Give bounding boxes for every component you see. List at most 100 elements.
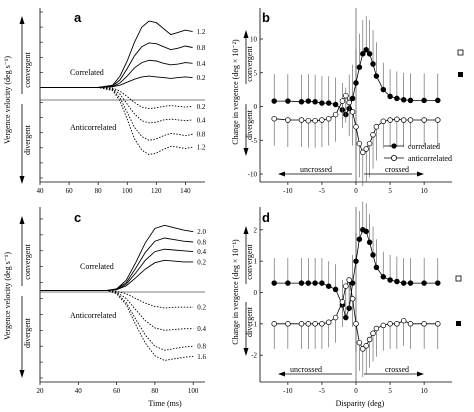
xtick-label-a-40: 40 — [37, 187, 45, 195]
data-point-b-anticorrelated-24 — [421, 117, 427, 123]
ytick-label-b--10: -10 — [248, 171, 258, 179]
data-point-b-correlated-20 — [387, 93, 393, 100]
data-point-d-correlated-5 — [319, 280, 325, 286]
arrowhead-down-c — [19, 370, 25, 378]
data-point-d-anticorrelated-12 — [353, 321, 359, 327]
series-line-a-dotted-0-4 — [40, 87, 193, 124]
ylabel-c: Vergence velocity (deg s⁻¹) — [3, 252, 12, 340]
dir-up-c: convergent — [23, 244, 32, 280]
series-label-c-dotted-0-8: 0.8 — [197, 343, 206, 351]
data-point-d-anticorrelated-13 — [356, 339, 363, 346]
data-point-d-correlated-2 — [298, 280, 305, 286]
arrowhead-uncrossed-d — [278, 371, 285, 377]
data-point-b-anticorrelated-0 — [271, 115, 277, 122]
data-point-d-correlated-17 — [370, 252, 376, 258]
arrowhead-crossed-b — [417, 171, 424, 177]
data-point-b-correlated-15 — [363, 47, 369, 53]
xtick-label-c-60: 60 — [113, 387, 121, 395]
data-point-b-anticorrelated-11 — [349, 109, 356, 115]
annotation-anticorrelated-a: Anticorrelated — [70, 123, 116, 132]
data-point-d-anticorrelated-8 — [339, 299, 346, 305]
panel-d: d Change in vergence (deg × 10⁻¹) conver… — [231, 201, 462, 408]
series-label-a-solid-1-2: 1.2 — [197, 28, 206, 36]
arrowhead-up-c — [19, 216, 25, 224]
data-point-d-anticorrelated-19 — [380, 322, 387, 329]
series-line-c-dotted-0-2 — [40, 290, 194, 309]
xtick-label-a-80: 80 — [95, 187, 103, 195]
xtick-label-b--10: -10 — [283, 187, 293, 195]
xtick-label-a-60: 60 — [66, 187, 74, 195]
yticks-d: 2 1 0 -1 -2 — [251, 226, 263, 360]
panel-letter-c: c — [74, 210, 81, 225]
data-point-b-anticorrelated-5 — [319, 117, 325, 123]
xtick-label-c-100: 100 — [188, 387, 199, 395]
data-point-d-correlated-3 — [305, 280, 312, 286]
data-point-d-anticorrelated-5 — [319, 321, 325, 327]
data-point-b-correlated-22 — [400, 97, 407, 103]
legend-label-anticorrelated: anticorrelated — [408, 154, 452, 163]
dir-up-b: convergent — [245, 46, 254, 82]
side-marker-open-b — [457, 49, 464, 56]
data-point-d-anticorrelated-23 — [407, 321, 414, 327]
yticks-b: 10 5 0 -5 -10 — [248, 36, 263, 179]
plot-points-d — [271, 201, 441, 382]
data-point-b-correlated-14 — [360, 51, 366, 57]
xticks-b: -10 -5 0 5 10 — [283, 182, 428, 195]
data-point-b-correlated-13 — [356, 64, 363, 71]
data-point-d-anticorrelated-2 — [298, 321, 305, 327]
side-marker-open-d — [455, 275, 462, 282]
data-point-b-anticorrelated-14 — [360, 149, 366, 156]
ylabel-d: Change in vergence (deg × 10⁻¹) — [231, 239, 240, 345]
series-line-c-dotted-1-6 — [40, 290, 194, 361]
yticks-c — [40, 218, 43, 379]
data-point-b-correlated-2 — [298, 99, 305, 105]
data-point-d-correlated-18 — [373, 264, 380, 271]
series-line-c-solid-2-0 — [40, 224, 194, 291]
xtick-label-c-20: 20 — [37, 387, 45, 395]
data-point-b-correlated-18 — [373, 73, 380, 79]
data-point-b-anticorrelated-23 — [407, 117, 414, 123]
data-point-b-anticorrelated-3 — [305, 117, 312, 124]
xtick-label-d-0: 0 — [354, 387, 358, 395]
xtick-label-d--10: -10 — [283, 387, 293, 395]
panel-letter-a: a — [74, 10, 82, 25]
panel-c: c Vergence velocity (deg s⁻¹) convergent… — [3, 207, 206, 408]
xtick-label-c-80: 80 — [151, 387, 159, 395]
series-line-c-solid-0-4 — [40, 248, 194, 291]
data-point-b-anticorrelated-6 — [325, 115, 332, 122]
data-point-b-correlated-4 — [312, 99, 318, 105]
dir-up-d: convergent — [245, 244, 254, 280]
data-point-d-anticorrelated-17 — [370, 330, 376, 337]
annotation-correlated-a: Correlated — [70, 68, 104, 77]
annotation-correlated-c: Correlated — [80, 262, 114, 271]
xlabel-d: Disparity (deg) — [336, 399, 385, 408]
data-point-d-correlated-11 — [349, 280, 356, 286]
series-label-c-solid-0-4: 0.4 — [197, 248, 206, 256]
series-line-c-dotted-0-4 — [40, 290, 194, 331]
series-label-a-dotted-0-8: 0.8 — [197, 131, 206, 139]
plot-points-b — [271, 8, 441, 187]
xticks-c: 20 40 60 80 100 — [37, 382, 199, 395]
data-point-d-correlated-25 — [435, 280, 441, 286]
data-point-b-anticorrelated-13 — [356, 140, 363, 147]
data-point-b-anticorrelated-20 — [387, 117, 393, 123]
data-point-d-anticorrelated-7 — [332, 314, 339, 321]
label-crossed-d: crossed — [385, 365, 409, 374]
series-label-c-dotted-0-2: 0.2 — [197, 304, 206, 312]
data-point-b-correlated-16 — [366, 51, 373, 57]
data-point-b-correlated-12 — [353, 80, 359, 86]
data-point-d-anticorrelated-18 — [373, 325, 380, 332]
panel-a: a Vergence velocity (deg s⁻¹) convergent… — [3, 8, 206, 195]
data-point-b-anticorrelated-19 — [380, 118, 387, 125]
data-point-d-anticorrelated-1 — [285, 321, 291, 327]
line-labels-a: 1.2 0.8 0.4 0.2 0.2 0.4 0.8 1.2 — [197, 28, 206, 152]
data-point-b-anticorrelated-9 — [343, 92, 349, 99]
xlabel-c: Time (ms) — [148, 399, 182, 408]
label-crossed-b: crossed — [385, 165, 409, 174]
data-point-d-anticorrelated-22 — [400, 317, 407, 324]
data-point-d-correlated-16 — [366, 239, 373, 246]
dir-down-c: divergent — [23, 317, 32, 348]
dir-down-d: divergent — [245, 306, 254, 337]
data-point-d-anticorrelated-4 — [312, 321, 318, 327]
